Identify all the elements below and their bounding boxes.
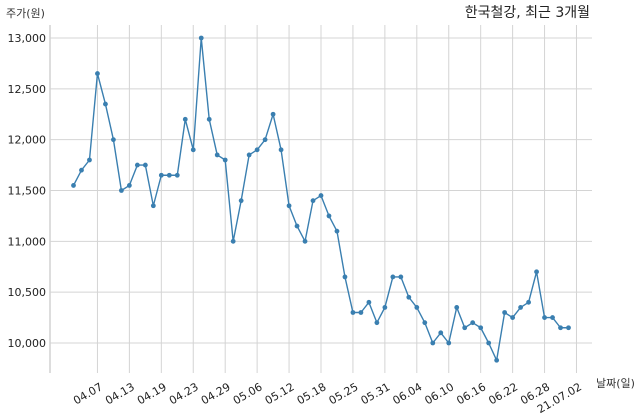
y-tick-label: 10,500: [8, 286, 47, 299]
data-point: [182, 116, 188, 122]
data-point: [502, 310, 508, 315]
data-point: [494, 357, 500, 363]
data-point: [374, 320, 380, 326]
data-point: [214, 152, 220, 158]
data-point: [79, 167, 84, 173]
data-point: [286, 203, 292, 209]
data-point: [166, 172, 172, 178]
data-point: [190, 147, 196, 153]
data-point: [111, 137, 116, 143]
data-point: [566, 325, 571, 331]
y-tick-label: 11,000: [8, 235, 47, 248]
data-point: [366, 299, 372, 305]
data-point: [550, 315, 555, 320]
data-point: [510, 315, 516, 320]
data-point: [302, 238, 308, 244]
data-point: [454, 305, 460, 310]
data-point: [134, 162, 140, 168]
data-point: [534, 269, 539, 275]
data-point: [270, 111, 276, 117]
data-point: [542, 315, 547, 320]
data-point: [422, 320, 428, 326]
data-point: [486, 340, 492, 346]
data-point: [142, 162, 148, 168]
data-point: [430, 340, 436, 346]
data-point: [526, 299, 531, 305]
data-point: [382, 305, 388, 310]
y-tick-label: 12,000: [8, 134, 47, 147]
y-axis-ticks: 10,000 10,500 11,000 11,500 12,000 12,500 13,0…: [8, 32, 47, 350]
data-point: [294, 223, 300, 229]
data-point: [222, 157, 228, 163]
data-point: [358, 310, 364, 315]
data-point: [326, 213, 332, 219]
data-point: [446, 340, 452, 346]
data-point: [398, 274, 404, 280]
data-point: [246, 152, 252, 158]
data-point: [95, 71, 100, 76]
x-axis-label: 날짜(일): [596, 376, 635, 390]
y-tick-label: 13,000: [8, 32, 47, 45]
data-point: [406, 294, 412, 300]
data-point: [390, 274, 396, 280]
data-point: [558, 325, 563, 331]
data-point: [318, 193, 324, 198]
data-point: [119, 188, 124, 193]
data-point: [254, 147, 260, 153]
chart-title: 한국철강, 최근 3개월: [465, 5, 590, 21]
data-point: [478, 325, 484, 331]
data-point: [230, 238, 236, 244]
data-point: [518, 305, 523, 310]
data-point: [71, 183, 76, 188]
y-tick-label: 11,500: [8, 185, 47, 198]
data-point: [438, 330, 444, 336]
data-point: [414, 305, 420, 310]
series-group: [71, 35, 571, 363]
data-point: [198, 35, 204, 41]
data-point: [470, 320, 476, 326]
data-point: [262, 137, 268, 143]
data-point: [206, 116, 212, 122]
data-point: [158, 172, 164, 178]
data-point: [87, 157, 92, 163]
data-point: [334, 228, 340, 234]
y-tick-label: 12,500: [8, 83, 47, 96]
data-point: [310, 198, 316, 204]
data-point: [342, 274, 348, 280]
y-tick-label: 10,000: [8, 337, 47, 350]
data-point: [103, 101, 108, 107]
data-point: [462, 325, 468, 331]
data-point: [238, 198, 244, 204]
data-point: [174, 172, 180, 178]
data-point: [350, 310, 356, 315]
data-point: [278, 147, 284, 153]
y-axis-label: 주가(원): [6, 7, 45, 20]
data-point: [150, 203, 156, 209]
data-point: [126, 183, 132, 188]
